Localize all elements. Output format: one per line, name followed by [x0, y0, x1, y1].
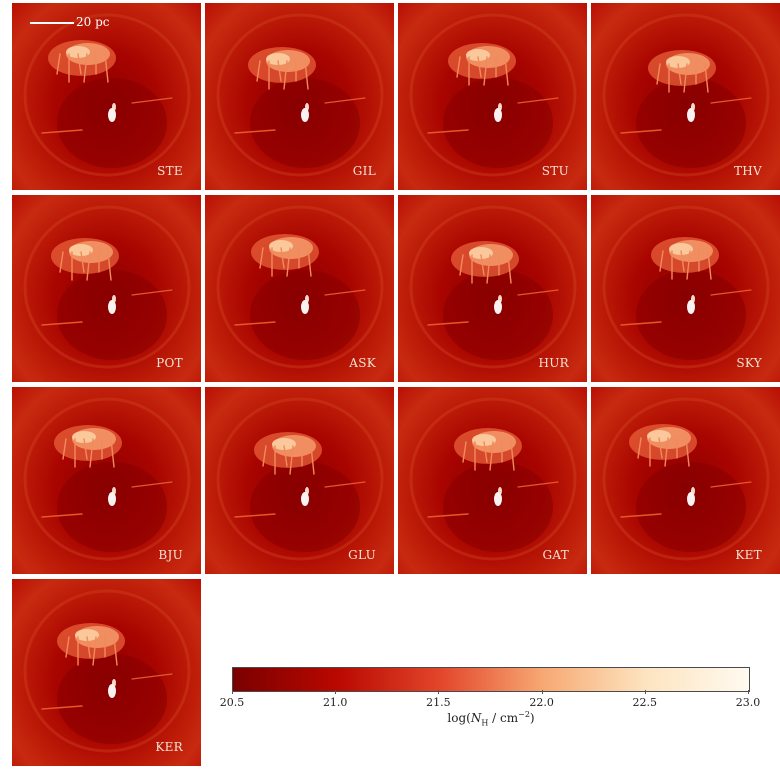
column-density-map: [602, 205, 770, 369]
panel-label: THV: [733, 164, 762, 178]
panel-label: GAT: [542, 548, 569, 562]
simulation-panel: GAT: [398, 387, 587, 574]
panel-label: STU: [541, 164, 569, 178]
scale-bar: 20 pc: [30, 15, 170, 33]
column-density-map: [216, 13, 384, 177]
colorbar-tick-mark: [232, 690, 233, 694]
column-density-map: [23, 13, 191, 177]
column-density-map: [409, 205, 577, 369]
colorbar-tick-mark: [541, 690, 543, 694]
colorbar-tick-label: 23.0: [735, 696, 761, 709]
panel-label: KET: [735, 548, 762, 562]
panel-label: ASK: [349, 356, 376, 370]
column-density-map: [216, 397, 384, 561]
simulation-panel: ASK: [205, 195, 394, 382]
colorbar-tick-label: 21.5: [426, 696, 451, 709]
simulation-panel: STU: [398, 3, 587, 190]
simulation-panel: GIL: [205, 3, 394, 190]
colorbar-tick-mark: [748, 690, 749, 694]
colorbar-tick-label: 22.0: [529, 696, 554, 709]
panel-label: GLU: [348, 548, 376, 562]
column-density-map: [23, 397, 191, 561]
colorbar-gradient: [232, 667, 750, 692]
panel-label: SKY: [736, 356, 762, 370]
panel-label: STE: [157, 164, 183, 178]
scale-bar-line: [30, 22, 74, 24]
colorbar-tick-label: 22.5: [632, 696, 658, 709]
colorbar-tick-label: 21.0: [322, 696, 348, 709]
scale-bar-text: 20 pc: [76, 15, 110, 29]
panel-label: KER: [155, 740, 183, 754]
simulation-panel: KET: [591, 387, 780, 574]
simulation-panel: KER: [12, 579, 201, 766]
column-density-map: [602, 397, 770, 561]
simulation-panel: GLU: [205, 387, 394, 574]
simulation-panel: HUR: [398, 195, 587, 382]
column-density-map: [409, 13, 577, 177]
column-density-map: [602, 13, 770, 177]
colorbar-tick-mark: [644, 690, 646, 694]
column-density-map: [216, 205, 384, 369]
column-density-map: [23, 589, 191, 753]
colorbar-tick-label: 20.5: [219, 696, 245, 709]
simulation-panel: POT: [12, 195, 201, 382]
panel-label: HUR: [538, 356, 569, 370]
colorbar-tick-mark: [438, 690, 440, 694]
colorbar: log(NH / cm−2) 20.5 21.0 21.5 22.0 22.5 23.0: [220, 667, 760, 737]
simulation-panel: SKY: [591, 195, 780, 382]
simulation-panel: STE 20 pc: [12, 3, 201, 190]
simulation-panel: THV: [591, 3, 780, 190]
panel-label: POT: [156, 356, 183, 370]
panel-label: BJU: [158, 548, 183, 562]
colorbar-tick-mark: [335, 690, 337, 694]
column-density-map: [409, 397, 577, 561]
column-density-map: [23, 205, 191, 369]
simulation-panel: BJU: [12, 387, 201, 574]
colorbar-label: log(NH / cm−2): [447, 710, 535, 728]
panel-label: GIL: [352, 164, 376, 178]
